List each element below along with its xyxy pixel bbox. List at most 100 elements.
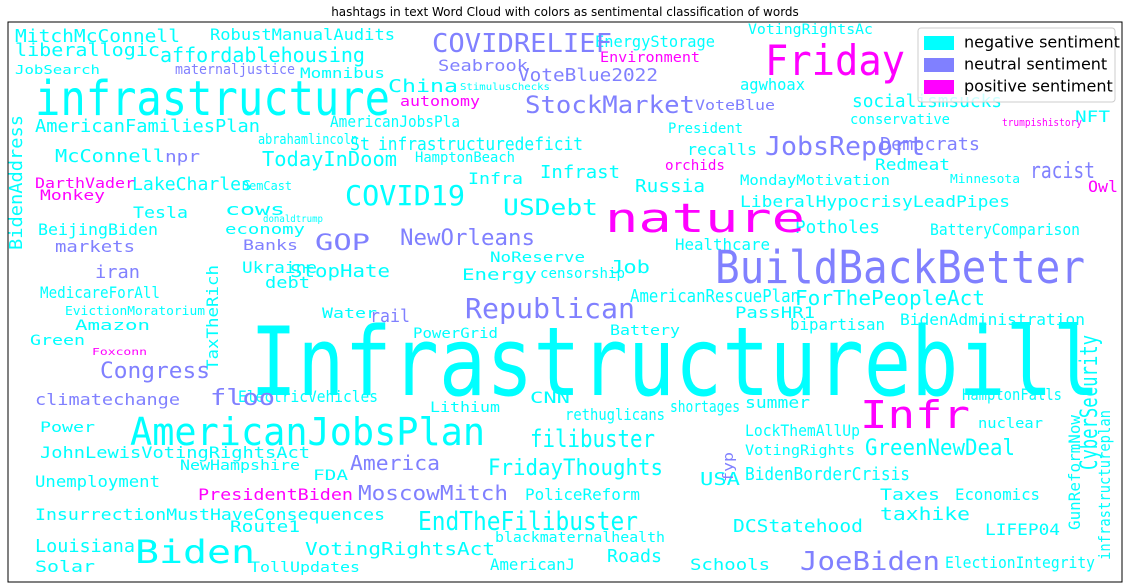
word: Russia <box>635 176 705 197</box>
word: Infrast <box>540 162 620 183</box>
word: Energy <box>462 265 537 284</box>
word: VoteBlue2022 <box>518 65 658 86</box>
word: Infr <box>860 393 970 437</box>
word: AmericanRescuePlan <box>630 286 800 307</box>
word: Infra <box>468 169 523 188</box>
word: orchids <box>665 158 725 174</box>
word: climatechange <box>35 390 180 409</box>
word: DemCast <box>242 179 292 193</box>
word: markets <box>55 237 135 256</box>
legend-label: neutral sentiment <box>964 55 1107 74</box>
word: StockMarket <box>525 91 695 119</box>
word: iran <box>95 262 140 283</box>
legend: negative sentiment neutral sentiment posit… <box>917 27 1120 103</box>
word: GOP <box>315 231 370 256</box>
word: Healthcare <box>675 235 770 254</box>
word: Unemployment <box>35 472 160 491</box>
word: Power <box>40 420 95 436</box>
word: Battery <box>610 323 680 339</box>
word: JoeBiden <box>800 547 940 577</box>
word: VotingRightsAc <box>748 22 873 38</box>
word: HamptonBeach <box>415 150 515 166</box>
word: filibuster <box>530 425 655 453</box>
word: JobsReport <box>765 132 925 162</box>
word: fyp <box>721 452 737 482</box>
word: NoReserve <box>490 250 585 266</box>
word: ElectionIntegrity <box>945 553 1095 572</box>
word: China <box>388 76 458 97</box>
word: NewOrleans <box>400 226 535 251</box>
word: infrastructureplan <box>1095 410 1114 560</box>
word: HamptonFalls <box>962 385 1062 404</box>
word: TodayInDoom <box>262 147 397 171</box>
word: BidenAdministration <box>900 310 1085 329</box>
word: Minnesota <box>950 172 1020 186</box>
legend-swatch <box>924 58 954 72</box>
word: Ukraine <box>242 258 317 277</box>
legend-swatch <box>924 36 954 50</box>
word: agwhoax <box>740 75 805 94</box>
word: TollUpdates <box>250 560 360 576</box>
word: Seabrook <box>438 56 528 75</box>
word: MoscowMitch <box>358 481 508 505</box>
word: FDA <box>313 468 349 484</box>
word: AmericanJ <box>490 555 575 574</box>
word: St <box>350 134 370 155</box>
word: infrastructure <box>35 71 390 127</box>
word: NewHampshire <box>180 458 300 474</box>
word: CyberSecurity <box>1075 335 1103 470</box>
word: Schools <box>690 555 770 574</box>
legend-label: negative sentiment <box>964 33 1120 52</box>
word: AmericanJobsPla <box>330 112 460 131</box>
word: PowerGrid <box>413 326 498 342</box>
word: affordablehousing <box>160 43 365 67</box>
word: economy <box>225 222 305 238</box>
word-cloud: Infrastructurebill infrastructure Biden Ame… <box>6 22 1118 577</box>
word: COVIDRELIEF <box>432 29 612 59</box>
chart-title: hashtags in text Word Cloud with colors … <box>331 5 799 19</box>
word: USA <box>700 469 740 490</box>
word: NFT <box>1075 107 1110 126</box>
word: StopHate <box>290 261 390 282</box>
word: Roads <box>607 546 662 567</box>
word: abrahamlincoln <box>258 132 358 148</box>
word: Green <box>30 333 85 349</box>
word: nuclear <box>978 416 1043 432</box>
word: npr <box>165 147 200 166</box>
word: EndTheFilibuster <box>418 507 638 537</box>
word: liberallogic <box>15 40 160 61</box>
word: Owl <box>1088 177 1118 196</box>
word: Friday <box>765 36 905 85</box>
word: BatteryComparison <box>930 220 1080 239</box>
word: JohnLewisVotingRightsAct <box>40 443 310 462</box>
word: MitchMcConnell <box>15 26 180 47</box>
word: McConnell <box>55 146 165 167</box>
word: Job <box>610 257 650 278</box>
word: Foxconn <box>92 347 147 358</box>
word: MondayMotivation <box>740 173 890 189</box>
plot-frame <box>7 21 1123 583</box>
legend-label: positive sentiment <box>964 77 1113 96</box>
word: DCStatehood <box>733 516 863 537</box>
word: taxhike <box>880 504 970 525</box>
word: Potholes <box>795 217 880 238</box>
word: PassHR1 <box>735 303 815 322</box>
legend-swatch <box>924 80 954 94</box>
word: autonomy <box>400 94 480 110</box>
word: Republican <box>465 292 635 325</box>
word: rethuglicans <box>565 405 665 424</box>
word: RobustManualAudits <box>210 25 395 44</box>
word: Water <box>322 306 377 322</box>
word: InsurrectionMustHaveConsequences <box>35 505 385 524</box>
legend-box <box>917 27 1116 103</box>
word: LiberalHypocrisyLeadPipes <box>740 192 1010 211</box>
word: bipartisan <box>790 315 885 334</box>
word: infrastructuredeficit <box>378 134 583 155</box>
word: Lithium <box>430 400 500 416</box>
word: Congress <box>100 359 210 384</box>
word: Monkey <box>40 188 105 204</box>
word: Taxes <box>880 485 940 504</box>
word: Solar <box>35 557 95 576</box>
word: VotingRights <box>745 443 855 459</box>
